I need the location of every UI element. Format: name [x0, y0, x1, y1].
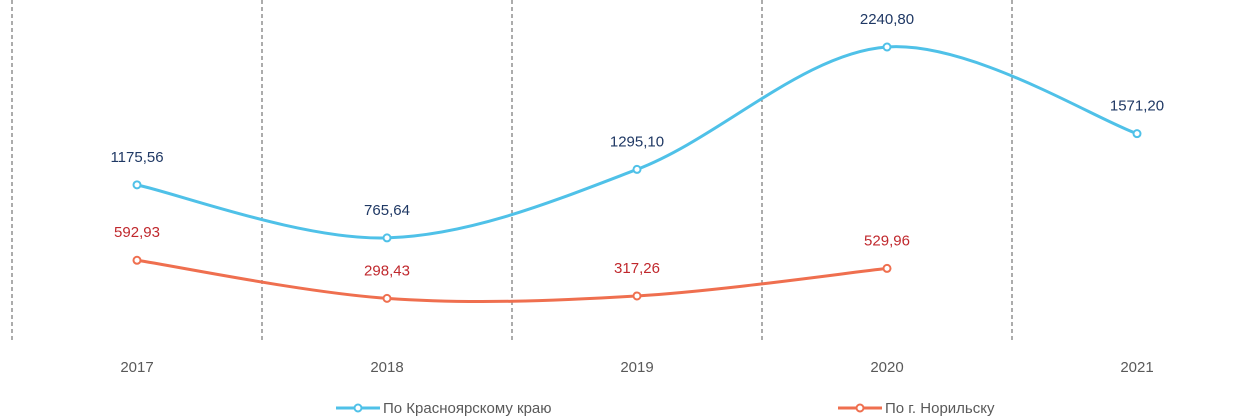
data-label: 1175,56: [110, 149, 163, 166]
legend-marker: [353, 403, 363, 413]
data-label: 765,64: [364, 202, 410, 219]
point: [882, 42, 892, 52]
x-tick-label: 2021: [1120, 359, 1153, 376]
point: [382, 293, 392, 303]
data-label: 298,43: [364, 262, 410, 279]
x-tick-label: 2018: [370, 359, 403, 376]
legend-label: По г. Норильску: [885, 400, 995, 417]
data-label: 529,96: [864, 232, 910, 249]
point: [1132, 129, 1142, 139]
data-label: 317,26: [614, 260, 660, 277]
data-label: 592,93: [114, 224, 160, 241]
x-tick-label: 2020: [870, 359, 903, 376]
point: [882, 263, 892, 273]
point: [382, 233, 392, 243]
legend-marker: [855, 403, 865, 413]
legend-label: По Красноярскому краю: [383, 400, 552, 417]
data-label: 2240,80: [860, 11, 914, 28]
point: [132, 255, 142, 265]
series-line: [136, 258, 888, 304]
point: [632, 164, 642, 174]
x-tick-label: 2017: [120, 359, 153, 376]
data-label: 1295,10: [610, 133, 664, 150]
x-tick-label: 2019: [620, 359, 653, 376]
point: [632, 291, 642, 301]
point: [132, 180, 142, 190]
data-label: 1571,20: [1110, 98, 1164, 115]
